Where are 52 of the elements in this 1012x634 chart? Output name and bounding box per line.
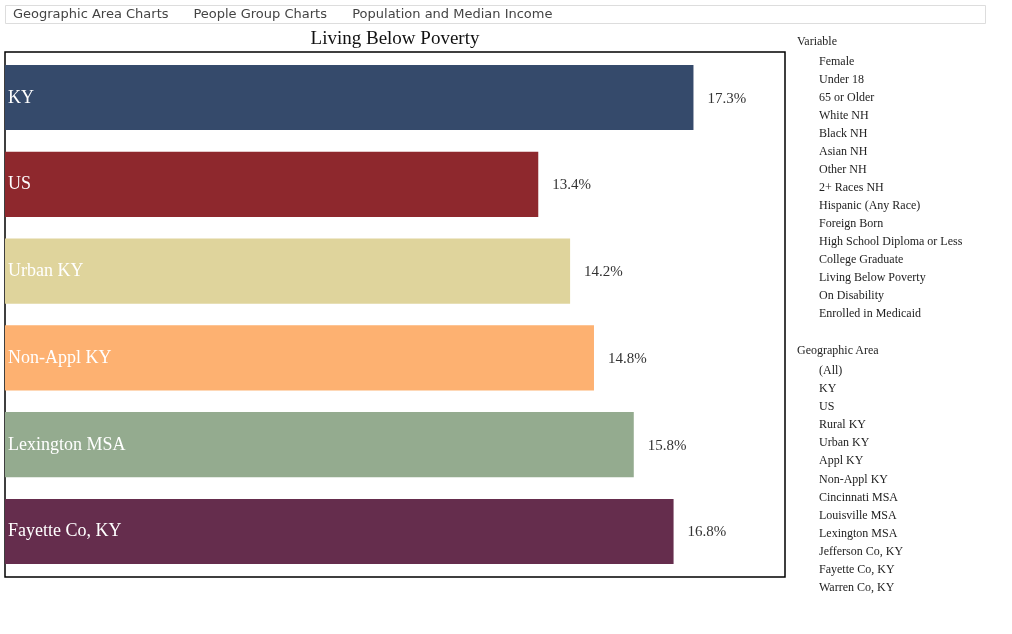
data-label: 15.8% — [647, 436, 687, 453]
text: Geographic Area — [797, 343, 880, 357]
text: Warren Co, KY — [819, 579, 895, 594]
text: Cincinnati MSA — [819, 489, 899, 504]
bar — [5, 498, 674, 564]
text: Asian NH — [819, 144, 868, 158]
text: Geographic Area Charts — [13, 6, 169, 21]
text: US — [819, 399, 835, 414]
text: 2+ Races NH — [819, 180, 885, 194]
text: Under 18 — [819, 72, 864, 86]
text: On Disability — [819, 288, 884, 302]
data-label: 16.8% — [687, 523, 727, 540]
bar — [5, 65, 694, 131]
data-label: 14.8% — [607, 349, 647, 366]
text: Urban KY — [819, 435, 870, 450]
text: Foreign Born — [819, 216, 884, 230]
bar — [5, 238, 571, 304]
text: Female — [819, 54, 855, 68]
text: Non-Appl KY — [819, 471, 889, 486]
text: Fayette Co, KY — [819, 561, 895, 576]
text: People Group Charts — [193, 6, 328, 21]
text: Rural KY — [819, 417, 867, 432]
text: Louisville MSA — [819, 507, 898, 522]
text: Hispanic (Any Race) — [819, 198, 921, 212]
text: White NH — [819, 108, 869, 122]
category-label: Urban KY — [8, 260, 84, 281]
text: (All) — [819, 363, 843, 378]
data-label: 13.4% — [552, 176, 592, 193]
category-label: Lexington MSA — [8, 433, 126, 454]
text: Population and Median Income — [352, 6, 553, 21]
text: College Graduate — [819, 252, 904, 266]
text: Variable — [797, 34, 837, 48]
text: Jefferson Co, KY — [819, 543, 904, 558]
category-label: KY — [8, 86, 34, 107]
bar — [5, 325, 594, 391]
text: Living Below Poverty — [819, 270, 926, 284]
chart-title: Living Below Poverty — [310, 27, 480, 48]
text: Appl KY — [819, 453, 864, 468]
text: Other NH — [819, 162, 867, 176]
data-label: 14.2% — [584, 263, 623, 280]
bar — [5, 151, 539, 217]
data-label: 17.3% — [707, 89, 747, 106]
category-label: Fayette Co, KY — [8, 520, 122, 541]
category-label: Non-Appl KY — [8, 346, 112, 367]
bar — [5, 412, 634, 478]
text: KY — [819, 381, 837, 396]
category-label: US — [8, 173, 32, 194]
text: Enrolled in Medicaid — [819, 306, 921, 320]
text: 65 or Older — [819, 90, 875, 104]
text: Black NH — [819, 126, 868, 140]
text: High School Diploma or Less — [819, 234, 963, 248]
text: Lexington MSA — [819, 525, 898, 540]
